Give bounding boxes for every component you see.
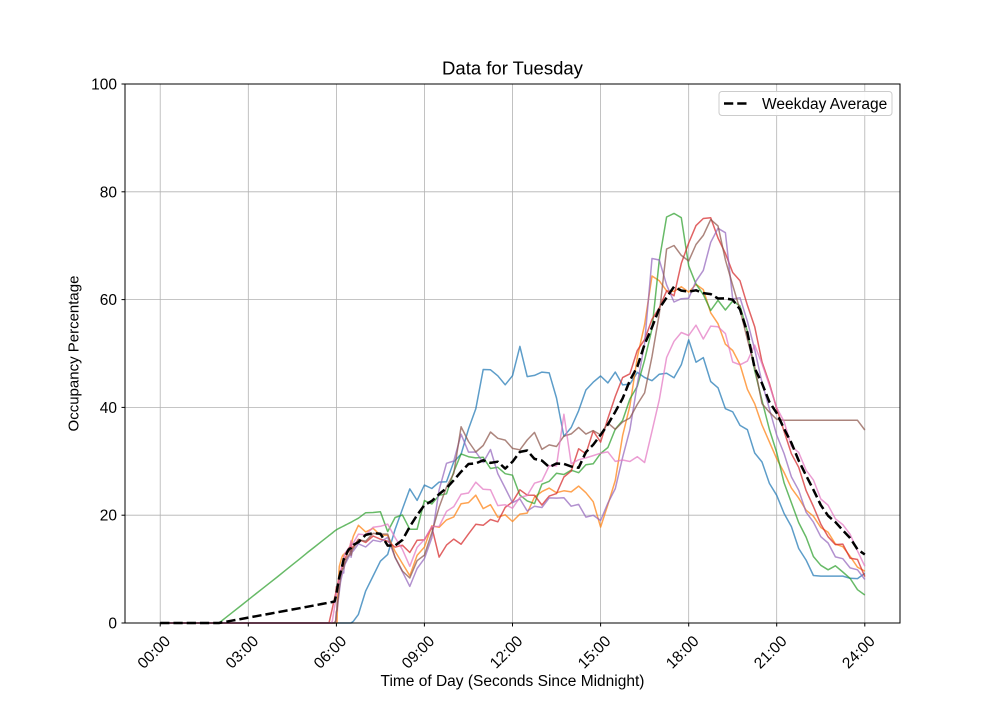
svg-text:Data for Tuesday: Data for Tuesday <box>442 58 584 79</box>
svg-text:60: 60 <box>100 292 118 309</box>
svg-text:100: 100 <box>91 77 117 94</box>
svg-text:Weekday Average: Weekday Average <box>762 96 887 113</box>
svg-text:Occupancy Percentage: Occupancy Percentage <box>66 276 83 432</box>
svg-text:40: 40 <box>100 400 118 417</box>
svg-text:0: 0 <box>108 616 117 633</box>
svg-text:20: 20 <box>100 508 118 525</box>
svg-text:80: 80 <box>100 184 118 201</box>
svg-text:Time of Day (Seconds Since Mid: Time of Day (Seconds Since Midnight) <box>381 673 645 690</box>
